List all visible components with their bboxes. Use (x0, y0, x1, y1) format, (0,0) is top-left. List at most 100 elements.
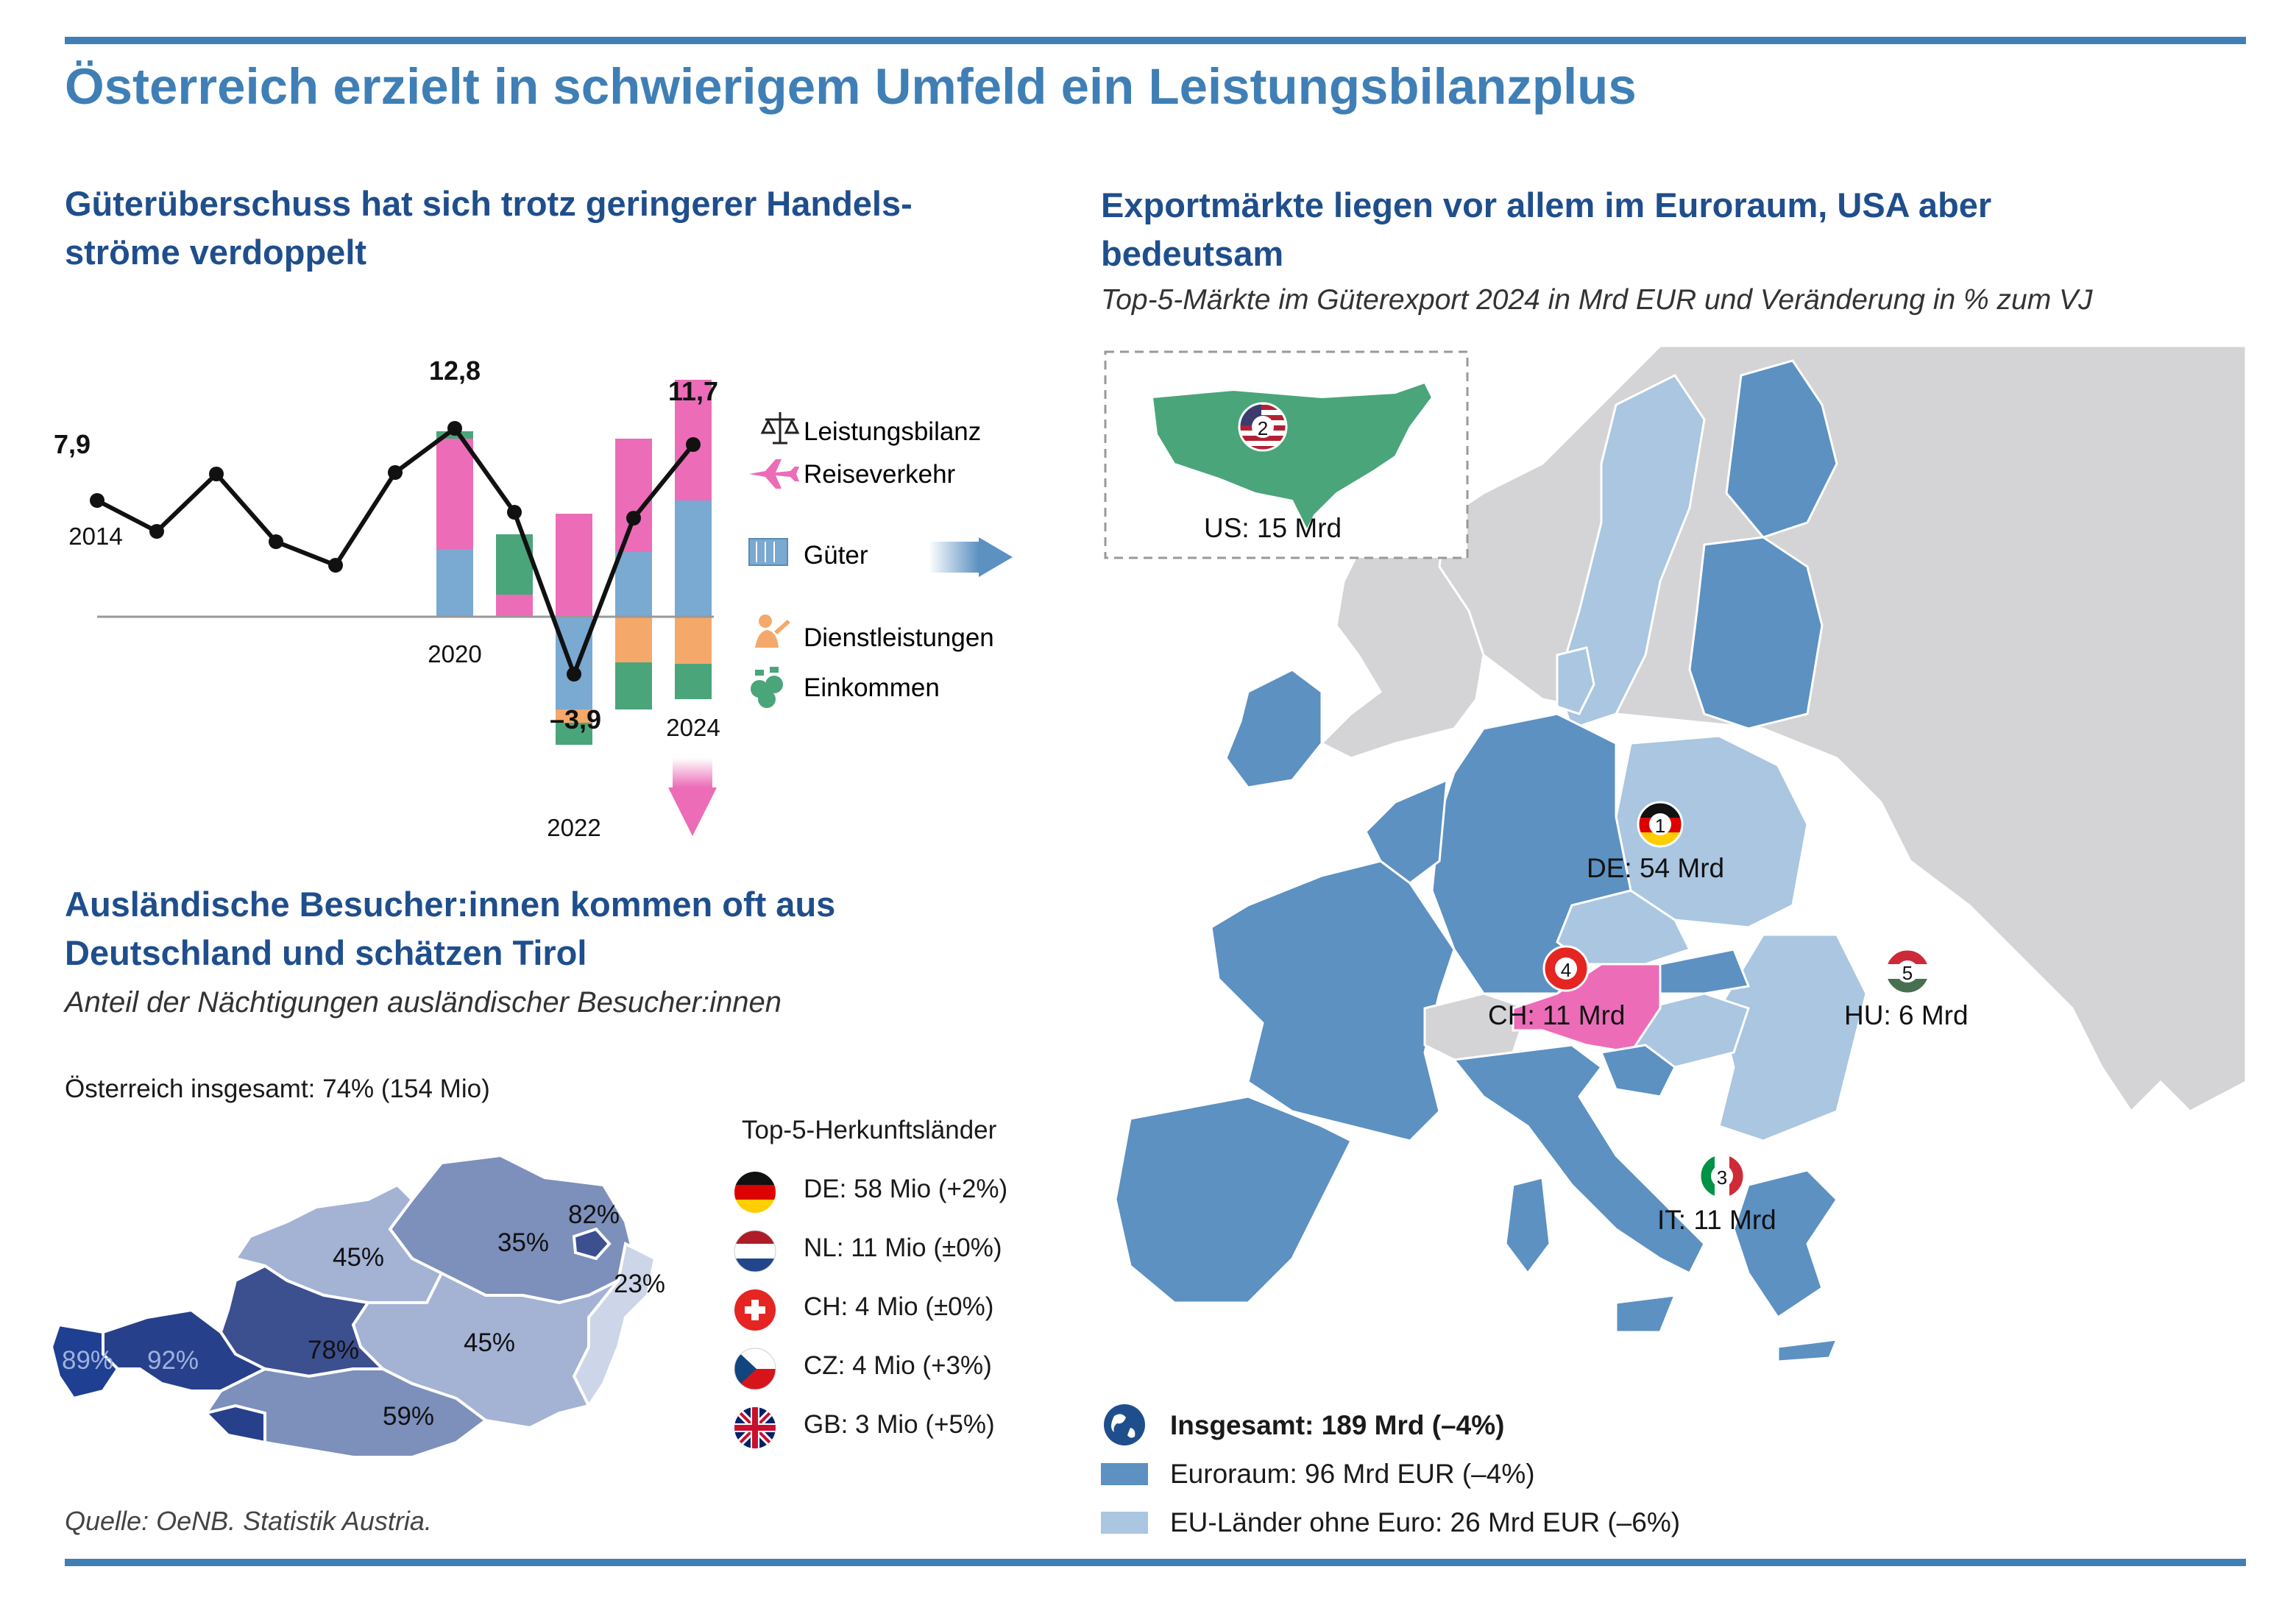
flag-uk-icon (734, 1407, 776, 1448)
annotation-2024: 11,7 (668, 376, 718, 406)
legend-gueter: Güter (804, 541, 868, 570)
flag-netherlands-icon (734, 1230, 776, 1272)
airplane-icon (749, 459, 799, 489)
list-item: GB: 3 Mio (+5%) (733, 1404, 1057, 1463)
pct-niederoesterreich: 35% (497, 1228, 549, 1257)
page-title: Österreich erzielt in schwierigem Umfeld… (65, 58, 1637, 115)
balance-point-2021 (507, 505, 522, 520)
balance-point-2024 (686, 437, 701, 452)
exports-title-line1: Exportmärkte liegen vor allem im Eurorau… (1101, 185, 1992, 224)
country-finland (1725, 359, 1838, 539)
visitors-total: Österreich insgesamt: 74% (154 Mio) (65, 1075, 490, 1103)
pct-kaernten: 59% (383, 1402, 434, 1431)
pct-vorarlberg: 89% (62, 1346, 113, 1375)
worker-icon (755, 615, 790, 648)
legend-reiseverkehr: Reiseverkehr (804, 460, 956, 489)
marker-germany: 1 (1637, 801, 1684, 848)
chart-title-line1: Güterüberschuss hat sich trotz geringere… (65, 184, 913, 223)
bar-dienstleistungen-2022 (556, 709, 592, 723)
balance-point-2017 (269, 534, 283, 549)
legend-eu-swatch (1101, 1512, 1148, 1534)
bar-reiseverkehr-2020 (436, 439, 473, 549)
visitors-title-line1: Ausländische Besucher:innen kommen oft a… (65, 885, 836, 924)
visitors-subtitle: Anteil der Nächtigungen ausländischer Be… (65, 986, 782, 1019)
flag-czechia-icon (734, 1348, 776, 1390)
label-ch: CH: 11 Mrd (1488, 1000, 1625, 1030)
component-bars (436, 380, 712, 745)
x-label-2020: 2020 (428, 640, 481, 668)
top5-title: Top-5-Herkunftsländer (742, 1116, 997, 1144)
legend-euro: Euroraum: 96 Mrd EUR (–4%) (1170, 1459, 1535, 1489)
export-arrow-icon (929, 537, 1013, 577)
rank-3: 3 (1717, 1167, 1727, 1189)
country-iberia (1114, 1095, 1353, 1304)
legend-einkommen: Einkommen (804, 673, 940, 702)
bar-reiseverkehr-2023 (615, 439, 652, 552)
visitors-title: Ausländische Besucher:innen kommen oft a… (65, 880, 835, 977)
marker-hungary: 5 (1884, 948, 1931, 995)
balance-point-2020 (447, 421, 462, 436)
label-de: DE: 54 Mrd (1587, 853, 1724, 883)
bar-güter-2020 (436, 549, 473, 617)
pct-tirol: 92% (147, 1346, 199, 1375)
balance-point-2023 (626, 511, 641, 525)
bar-reiseverkehr-2022 (556, 514, 592, 617)
top5-de: DE: 58 Mio (+2%) (804, 1175, 1008, 1203)
marker-usa: 2 (1238, 402, 1288, 452)
country-italy (1452, 1044, 1706, 1275)
x-label-2024: 2024 (666, 714, 720, 741)
balance-point-2016 (209, 467, 224, 481)
x-label-2022: 2022 (547, 814, 600, 841)
top5-ch: CH: 4 Mio (±0%) (804, 1292, 994, 1321)
pct-salzburg: 78% (308, 1336, 359, 1364)
exports-title-line2: bedeutsam (1101, 234, 1284, 273)
exports-title: Exportmärkte liegen vor allem im Eurorau… (1101, 181, 1991, 278)
balance-point-2018 (328, 558, 343, 573)
balance-point-2014 (90, 493, 104, 508)
money-bags-icon (751, 667, 783, 708)
visitors-title-line2: Deutschland und schätzen Tirol (65, 933, 587, 972)
bar-einkommen-2023 (615, 662, 652, 709)
balance-point-2015 (149, 524, 164, 539)
bar-güter-2023 (615, 552, 652, 617)
bar-güter-2022 (556, 617, 592, 709)
marker-italy: 3 (1698, 1153, 1746, 1200)
island-corsica-sardinia (1504, 1176, 1551, 1275)
list-item: CH: 4 Mio (±0%) (733, 1286, 1057, 1345)
bar-einkommen-2022 (556, 723, 592, 745)
bar-güter-2024 (675, 500, 712, 617)
list-item: CZ: 4 Mio (+3%) (733, 1345, 1057, 1404)
pct-oberoesterreich: 45% (333, 1243, 384, 1272)
top5-list: DE: 58 Mio (+2%) NL: 11 Mio (±0%) CH: 4 … (733, 1169, 1057, 1463)
chart-title: Güterüberschuss hat sich trotz geringere… (65, 180, 913, 277)
container-icon (748, 538, 788, 566)
legend-leistungsbilanz: Leistungsbilanz (804, 417, 981, 446)
bar-reiseverkehr-2021 (496, 595, 533, 617)
exports-subtitle: Top-5-Märkte im Güterexport 2024 in Mrd … (1101, 284, 2093, 316)
country-ireland (1225, 668, 1323, 789)
country-denmark (1556, 646, 1595, 715)
label-it: IT: 11 Mrd (1657, 1205, 1776, 1235)
balance-point-2022 (567, 667, 581, 682)
legend-total: Insgesamt: 189 Mrd (–4%) (1170, 1410, 1505, 1440)
chart-title-line2: ströme verdoppelt (65, 233, 367, 272)
state-vorarlberg (49, 1323, 120, 1401)
label-us: US: 15 Mrd (1204, 513, 1342, 543)
annotation-2022: –3,9 (550, 704, 601, 734)
down-arrow-icon (668, 758, 717, 836)
state-osttirol (203, 1403, 266, 1445)
country-france (1210, 860, 1456, 1142)
rank-4: 4 (1561, 959, 1571, 981)
top5-gb: GB: 3 Mio (+5%) (804, 1410, 995, 1439)
annotation-2014: 7,9 (54, 429, 91, 459)
source-note: Quelle: OeNB. Statistik Austria. (65, 1506, 432, 1536)
rank-1: 1 (1655, 815, 1665, 837)
bottom-rule (65, 1559, 2246, 1566)
state-wien (572, 1227, 612, 1261)
pct-wien: 82% (568, 1200, 620, 1229)
flag-switzerland-icon (734, 1289, 776, 1331)
balance-line-layer (90, 421, 701, 682)
label-hu: HU: 6 Mrd (1844, 1000, 1969, 1030)
legend-dienstleistungen: Dienstleistungen (804, 623, 994, 652)
austria-map: 89% 92% 78% 59% 45% 35% 82% 23% 45% (49, 1153, 665, 1459)
